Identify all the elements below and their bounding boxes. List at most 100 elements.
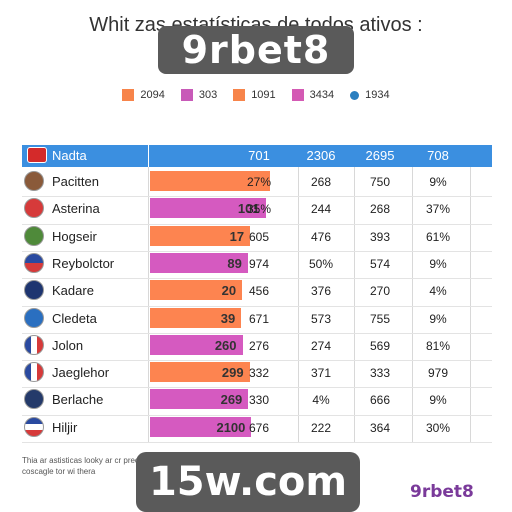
bar <box>150 416 252 437</box>
table-cell: 81% <box>425 338 451 353</box>
row-divider <box>22 196 492 198</box>
table-cell: 50% <box>308 256 334 271</box>
header-column-label: 701 <box>248 148 270 163</box>
watermark-bottom: 15w.com <box>136 452 360 512</box>
table-cell: 330 <box>248 393 270 408</box>
table-cell: 574 <box>369 256 391 271</box>
team-name: Kadare <box>52 283 94 299</box>
legend-label: 2094 <box>140 89 165 101</box>
legend-swatch <box>350 90 360 100</box>
legend: 2094 303 1091 3434 1934 <box>0 86 512 104</box>
table-cell: 37% <box>425 202 451 217</box>
table-cell: 27% <box>246 175 272 189</box>
row-divider <box>22 442 492 443</box>
team-name: Reybolctor <box>52 255 115 271</box>
bar-value-label: 20 <box>221 283 237 299</box>
legend-item: 2094 <box>122 86 165 104</box>
table-cell: 671 <box>248 311 270 326</box>
header-flag-icon <box>27 147 47 163</box>
table-cell: 30% <box>425 420 451 435</box>
watermark-top: 9rbet8 <box>158 26 354 74</box>
legend-item: 1934 <box>350 86 390 104</box>
navy-icon <box>24 389 44 410</box>
bar <box>150 198 266 219</box>
legend-swatch <box>122 89 135 101</box>
team-name: Asterina <box>52 201 100 217</box>
table-cell: 270 <box>369 284 391 299</box>
stripes-icon <box>24 416 44 437</box>
table-cell: 605 <box>248 229 270 244</box>
table-cell: 393 <box>369 229 391 244</box>
tricolor-icon <box>24 334 44 355</box>
table-cell: 376 <box>310 284 332 299</box>
table-cell: 268 <box>310 175 332 189</box>
green-icon <box>24 225 44 246</box>
table-cell: 750 <box>369 175 391 189</box>
table-cell: 666 <box>369 393 391 408</box>
header-divider <box>148 145 149 167</box>
team-name: Pacitten <box>52 174 99 189</box>
column-divider <box>412 167 413 442</box>
team-name: Hiljir <box>52 419 78 435</box>
table-cell: 61% <box>425 229 451 244</box>
table-cell: 974 <box>248 256 270 271</box>
table-cell: 755 <box>369 311 391 326</box>
team-name: Jolon <box>52 337 84 353</box>
row-divider <box>22 223 492 225</box>
table-cell: 9% <box>429 256 447 271</box>
blue-icon <box>24 307 44 328</box>
team-name: Cledeta <box>52 310 97 326</box>
legend-label: 303 <box>198 89 218 101</box>
table-cell: 364 <box>369 420 391 435</box>
table-cell: 276 <box>248 338 270 353</box>
legend-swatch <box>180 89 193 101</box>
legend-swatch <box>291 89 304 101</box>
table-cell: 476 <box>310 229 332 244</box>
team-name: Hogseir <box>52 228 97 244</box>
table-cell: 676 <box>248 420 270 435</box>
bar-value-label: 269 <box>220 392 243 408</box>
legend-label: 3434 <box>309 89 335 101</box>
legend-item: 3434 <box>291 86 335 104</box>
bar <box>150 171 270 191</box>
bar <box>150 307 242 328</box>
row-divider <box>22 250 492 252</box>
bar-value-label: 299 <box>221 365 244 381</box>
team-name: Berlache <box>52 392 104 408</box>
row-divider <box>22 278 492 280</box>
row-divider <box>22 387 492 389</box>
table-cell: 573 <box>310 311 332 326</box>
table-cell: 35% <box>246 202 272 217</box>
bar-value-label: 101 <box>237 201 260 217</box>
column-divider <box>298 167 299 442</box>
table-cell: 9% <box>429 175 447 189</box>
brown-icon <box>24 171 44 191</box>
bar <box>150 252 248 273</box>
header-column-label: 2306 <box>306 148 336 163</box>
dark-blue-icon <box>24 280 44 301</box>
column-divider <box>354 167 355 442</box>
table-cell: 274 <box>310 338 332 353</box>
footnote: Thia ar astisticas looky ar cr prectas c… <box>22 456 150 476</box>
legend-label: 1934 <box>365 89 390 101</box>
table-cell: 9% <box>429 393 447 408</box>
table-cell: 268 <box>369 202 391 217</box>
legend-item: 303 <box>180 86 218 104</box>
header-team-label: Nadta <box>52 148 87 163</box>
header-column-label: 708 <box>427 148 449 163</box>
table-cell: 456 <box>248 284 270 299</box>
table-cell: 244 <box>310 202 332 217</box>
bar <box>150 362 250 383</box>
tricolor-icon <box>24 362 44 383</box>
bar <box>150 225 251 246</box>
table-cell: 222 <box>310 420 332 435</box>
bar <box>150 280 243 301</box>
blue-red-icon <box>24 252 44 273</box>
red-icon <box>24 198 44 219</box>
table-cell: 4% <box>429 284 447 299</box>
table-cell: 9% <box>429 311 447 326</box>
table-header-bar <box>22 145 492 167</box>
bar-value-label: 260 <box>214 337 237 353</box>
bar <box>150 334 243 355</box>
